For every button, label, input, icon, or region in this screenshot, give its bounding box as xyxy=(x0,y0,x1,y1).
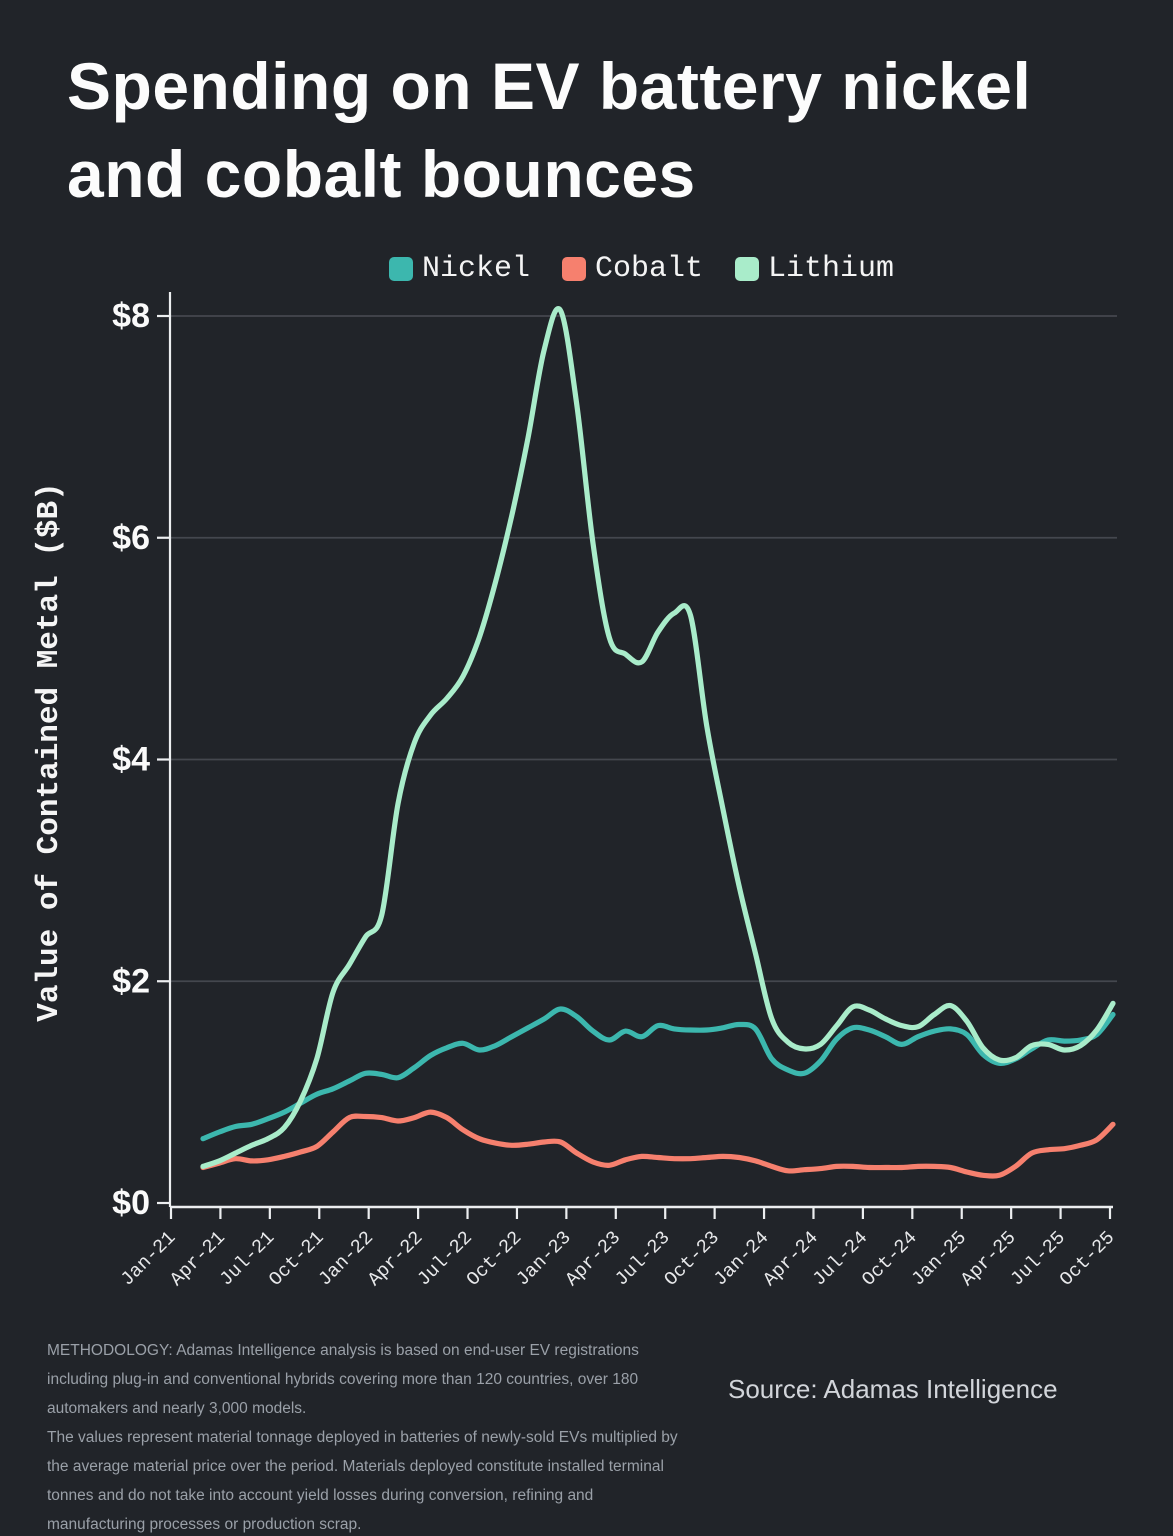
methodology-paragraph-2: The values represent material tonnage de… xyxy=(47,1429,678,1533)
legend-label-cobalt: Cobalt xyxy=(594,252,704,286)
legend-item-cobalt: Cobalt xyxy=(561,252,704,286)
methodology-note: METHODOLOGY: Adamas Intelligence analysi… xyxy=(47,1336,695,1536)
y-tick-label: $0 xyxy=(112,1184,150,1222)
y-tick-label: $8 xyxy=(112,297,150,335)
y-axis-title: Value of Contained Metal ($B) xyxy=(32,482,67,1022)
x-tick-label: Oct-25 xyxy=(1055,1227,1119,1291)
legend-label-lithium: Lithium xyxy=(768,252,895,286)
legend-item-lithium: Lithium xyxy=(735,252,894,286)
legend-label-nickel: Nickel xyxy=(421,252,530,286)
legend-item-nickel: Nickel xyxy=(388,252,530,286)
nickel-swatch-icon xyxy=(388,257,413,281)
chart-title: Spending on EV battery nickel and cobalt… xyxy=(67,42,1127,218)
chart-title-line1: Spending on EV battery nickel xyxy=(67,49,1032,123)
series-line-nickel xyxy=(200,1006,1116,1142)
y-tick-label: $4 xyxy=(112,741,150,779)
series-line-lithium xyxy=(200,306,1116,1169)
chart-title-line2: and cobalt bounces xyxy=(67,137,696,211)
cobalt-swatch-icon xyxy=(561,257,586,281)
legend: Nickel Cobalt Lithium xyxy=(55,252,1173,286)
methodology-paragraph-1: METHODOLOGY: Adamas Intelligence analysi… xyxy=(47,1342,639,1417)
source-credit: Source: Adamas Intelligence xyxy=(728,1374,1058,1404)
series-line-cobalt xyxy=(200,1109,1116,1179)
y-tick-label: $6 xyxy=(112,519,150,557)
y-tick-label: $2 xyxy=(112,962,150,1000)
lithium-swatch-icon xyxy=(735,257,760,281)
